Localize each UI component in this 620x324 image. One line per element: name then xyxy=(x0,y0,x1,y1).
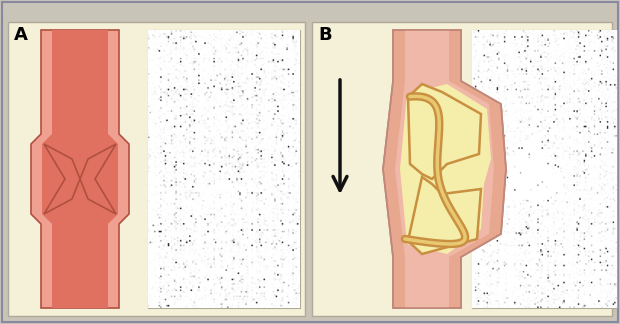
Text: B: B xyxy=(318,26,332,44)
Bar xyxy=(312,22,612,316)
Bar xyxy=(148,30,300,308)
Polygon shape xyxy=(383,30,506,308)
Polygon shape xyxy=(44,144,80,214)
Polygon shape xyxy=(80,144,116,214)
Polygon shape xyxy=(408,177,481,254)
Polygon shape xyxy=(408,84,481,179)
Bar xyxy=(8,22,305,316)
Text: A: A xyxy=(14,26,28,44)
Polygon shape xyxy=(400,84,491,254)
Polygon shape xyxy=(395,30,494,308)
Polygon shape xyxy=(42,30,118,308)
Bar xyxy=(472,30,617,308)
Polygon shape xyxy=(31,30,129,308)
